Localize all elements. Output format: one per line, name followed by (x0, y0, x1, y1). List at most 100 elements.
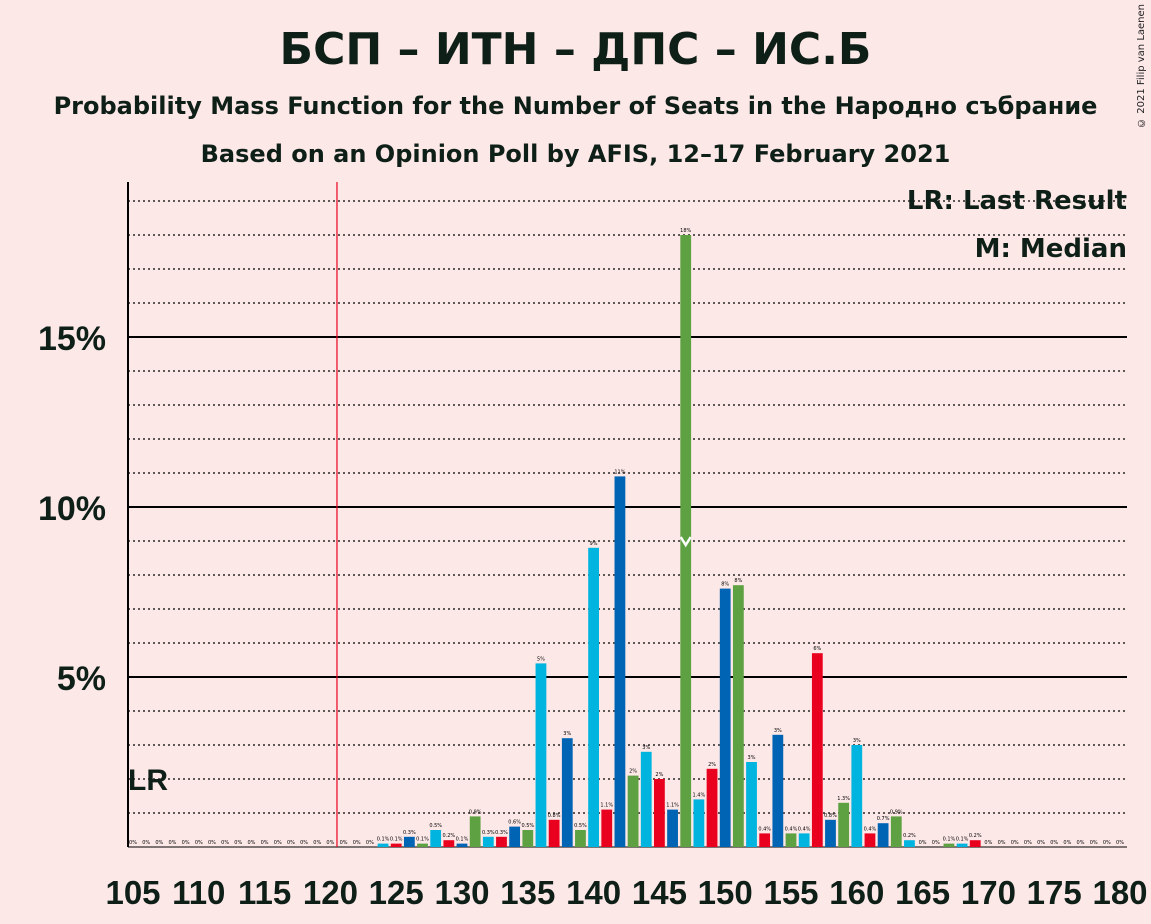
data-label-seat-173: 0% (1024, 840, 1032, 846)
data-label-seat-129: 0.2% (442, 833, 455, 839)
x-tick-label: 160 (829, 874, 884, 911)
data-label-seat-110: 0% (195, 840, 203, 846)
y-tick-label: 10% (38, 490, 106, 528)
bar-seat-134 (509, 826, 521, 847)
bar-seat-138 (561, 738, 573, 847)
data-label-seat-118: 0% (300, 840, 308, 846)
bar-seat-167 (943, 843, 955, 847)
last-result-label: LR (128, 764, 168, 797)
data-label-seat-133: 0.3% (495, 830, 508, 836)
x-tick-label: 165 (895, 874, 950, 911)
legend-median: M: Median (974, 234, 1127, 264)
data-label-seat-117: 0% (287, 840, 295, 846)
data-label-seat-161: 0.4% (864, 826, 877, 832)
legend-last-result: LR: Last Result (906, 186, 1127, 216)
data-label-seat-140: 9% (590, 541, 598, 547)
y-tick-label: 5% (57, 660, 106, 698)
data-label-seat-171: 0% (998, 840, 1006, 846)
bar-seat-149 (706, 768, 718, 847)
bar-seat-158 (825, 819, 836, 847)
chart-source: Based on an Opinion Poll by AFIS, 12–17 … (200, 140, 951, 168)
data-label-seat-128: 0.5% (429, 823, 442, 829)
data-label-seat-169: 0.2% (969, 833, 982, 839)
data-label-seat-132: 0.3% (482, 830, 495, 836)
data-label-seat-111: 0% (208, 840, 216, 846)
bar-seat-141 (601, 809, 613, 847)
data-label-seat-127: 0.1% (416, 837, 429, 843)
data-label-seat-154: 3% (774, 728, 782, 734)
data-label-seat-149: 2% (708, 762, 716, 768)
data-label-seat-124: 0.1% (377, 837, 390, 843)
data-label-seat-167: 0.1% (943, 837, 956, 843)
x-tick-label: 175 (1027, 874, 1082, 911)
bar-seat-156 (798, 833, 810, 847)
data-label-seat-121: 0% (340, 840, 348, 846)
data-label-seat-143: 2% (629, 769, 637, 775)
data-label-seat-153: 0.4% (758, 826, 771, 832)
data-label-seat-137: 0.8% (548, 813, 561, 819)
bar-seat-157 (811, 653, 823, 847)
data-label-seat-166: 0% (932, 840, 940, 846)
x-tick-label: 180 (1092, 874, 1147, 911)
data-label-seat-126: 0.3% (403, 830, 416, 836)
data-label-seat-122: 0% (353, 840, 361, 846)
data-label-seat-116: 0% (274, 840, 282, 846)
data-label-seat-180: 0% (1116, 840, 1124, 846)
bar-seat-126 (403, 836, 415, 847)
data-label-seat-105: 0% (129, 840, 137, 846)
data-label-seat-175: 0% (1050, 840, 1058, 846)
data-label-seat-125: 0.1% (390, 837, 403, 843)
bar-seat-124 (377, 843, 389, 847)
data-label-seat-156: 0.4% (798, 826, 811, 832)
bar-seat-129 (443, 840, 455, 847)
x-tick-label: 140 (566, 874, 621, 911)
bar-seat-139 (575, 830, 586, 847)
x-tick-label: 150 (698, 874, 753, 911)
x-tick-label: 130 (434, 874, 489, 911)
bar-seat-137 (548, 819, 560, 847)
data-label-seat-152: 3% (748, 755, 756, 761)
chart-subtitle: Probability Mass Function for the Number… (53, 92, 1098, 120)
bar-seat-161 (864, 833, 876, 847)
bar-seat-143 (627, 775, 639, 847)
data-label-seat-107: 0% (155, 840, 163, 846)
data-label-seat-146: 1.1% (666, 803, 679, 809)
bar-seat-150 (719, 588, 731, 847)
data-label-seat-177: 0% (1077, 840, 1085, 846)
bar-seat-128 (430, 830, 442, 847)
bar-seat-127 (417, 843, 428, 847)
data-label-seat-131: 0.9% (469, 809, 482, 815)
bar-seat-162 (877, 823, 889, 847)
data-label-seat-134: 0.6% (508, 820, 521, 826)
x-tick-label: 105 (105, 874, 160, 911)
bar-seat-148 (693, 799, 705, 847)
data-label-seat-120: 0% (326, 840, 334, 846)
data-label-seat-159: 1.3% (837, 796, 850, 802)
x-tick-label: 120 (303, 874, 358, 911)
bar-seat-169 (969, 840, 981, 847)
x-tick-label: 145 (632, 874, 687, 911)
bar-seat-130 (456, 843, 468, 847)
data-label-seat-139: 0.5% (574, 823, 587, 829)
x-tick-label: 155 (763, 874, 818, 911)
median-marker (679, 536, 692, 548)
bar-seat-144 (640, 751, 652, 847)
bar-seat-159 (838, 802, 850, 847)
data-label-seat-155: 0.4% (785, 826, 798, 832)
x-tick-label: 115 (238, 874, 291, 911)
data-label-seat-179: 0% (1103, 840, 1111, 846)
bar-seat-131 (469, 816, 481, 847)
data-label-seat-164: 0.2% (903, 833, 916, 839)
bar-seat-146 (667, 809, 678, 847)
data-label-seat-178: 0% (1090, 840, 1098, 846)
data-label-seat-174: 0% (1037, 840, 1045, 846)
data-label-seat-130: 0.1% (456, 837, 469, 843)
data-label-seat-165: 0% (919, 840, 927, 846)
data-label-seat-148: 1.4% (693, 792, 706, 798)
data-label-seat-151: 8% (734, 578, 742, 584)
data-label-seat-145: 2% (655, 772, 663, 778)
data-label-seat-147: 18% (680, 228, 691, 234)
data-label-seat-158: 0.8% (824, 813, 837, 819)
data-label-seat-115: 0% (261, 840, 269, 846)
bar-seat-145 (654, 779, 665, 847)
